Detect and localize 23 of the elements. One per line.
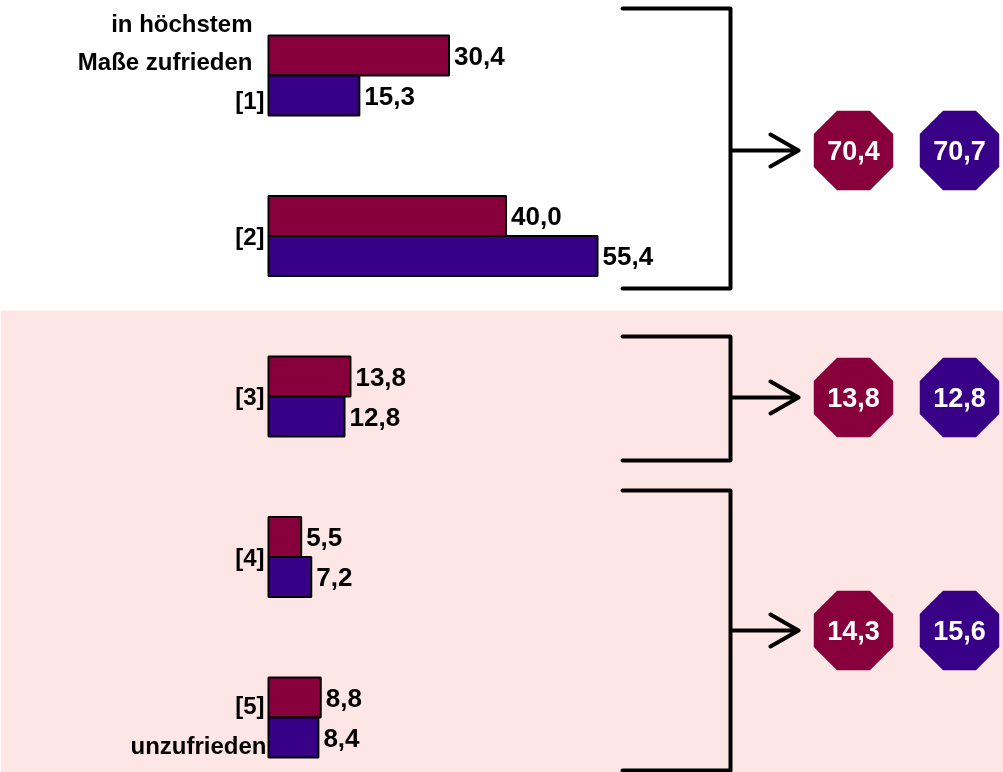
data-label: 5,5 <box>306 522 343 552</box>
text: unzufrieden <box>130 732 267 759</box>
y-tick-label: [1] <box>235 87 265 114</box>
data-label: 15,3 <box>364 80 415 111</box>
data-label: 30,4 <box>454 40 506 71</box>
text: 13,8 <box>827 383 880 413</box>
data-label: 40,0 <box>511 201 562 231</box>
data-label: 8,4 <box>323 722 361 753</box>
data-label: 55,4 <box>602 241 654 271</box>
data-label: 13,8 <box>355 361 407 392</box>
y-tick-label: [5] <box>235 692 265 719</box>
y-tick-label: [2] <box>235 222 265 250</box>
text: in höchstem Maße zufrieden <box>77 10 253 75</box>
text: 14,3 <box>827 616 880 646</box>
text: 15,6 <box>933 616 986 646</box>
y-tick-label: [3] <box>235 383 265 410</box>
data-label: 8,8 <box>325 682 362 713</box>
text: 12,8 <box>933 383 986 413</box>
text: 70,4 <box>827 136 880 166</box>
text: 70,7 <box>933 136 986 166</box>
data-label: 12,8 <box>349 401 401 432</box>
data-label: 7,2 <box>316 562 353 592</box>
y-tick-label: [4] <box>235 543 265 571</box>
